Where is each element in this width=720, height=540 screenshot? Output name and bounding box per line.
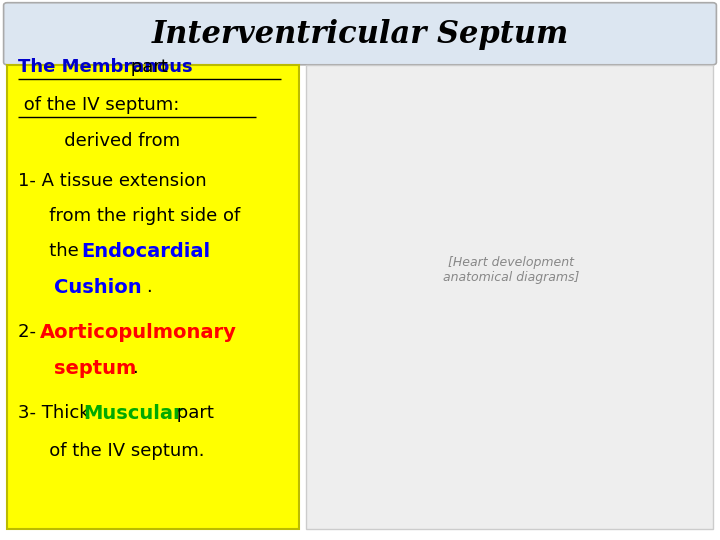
Text: Cushion: Cushion xyxy=(54,278,142,297)
Text: [Heart development
anatomical diagrams]: [Heart development anatomical diagrams] xyxy=(443,256,580,284)
Text: Muscular: Muscular xyxy=(83,403,182,423)
Text: of the IV septum:: of the IV septum: xyxy=(18,96,179,114)
Text: The Membranous: The Membranous xyxy=(18,58,193,77)
Text: Endocardial: Endocardial xyxy=(81,241,210,261)
FancyBboxPatch shape xyxy=(4,3,716,65)
Text: 1- A tissue extension: 1- A tissue extension xyxy=(18,172,207,190)
Text: of the IV septum.: of the IV septum. xyxy=(32,442,205,460)
Text: derived from: derived from xyxy=(47,132,180,151)
Text: 3- Thick: 3- Thick xyxy=(18,404,95,422)
Text: .: . xyxy=(132,359,138,377)
Text: part: part xyxy=(171,404,215,422)
Bar xyxy=(306,65,713,529)
FancyBboxPatch shape xyxy=(7,65,299,529)
Text: .: . xyxy=(146,278,152,296)
Text: septum: septum xyxy=(54,359,136,378)
Text: part: part xyxy=(125,58,168,77)
Text: Interventricular Septum: Interventricular Septum xyxy=(151,18,569,50)
Text: Aorticopulmonary: Aorticopulmonary xyxy=(40,322,236,342)
Text: the: the xyxy=(32,242,85,260)
Text: from the right side of: from the right side of xyxy=(32,207,240,225)
Text: 2-: 2- xyxy=(18,323,42,341)
